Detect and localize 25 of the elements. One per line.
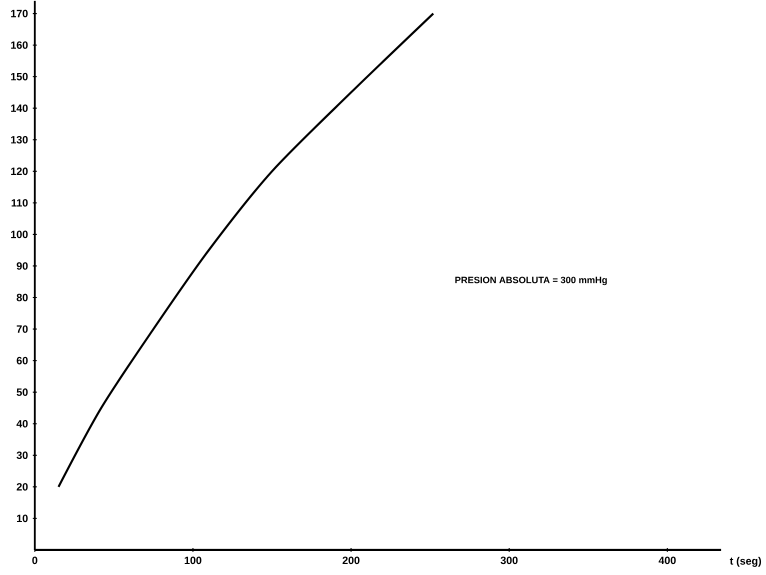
y-tick-label: 60 [16,356,28,364]
line-series [57,12,434,488]
y-tick-label: 20 [16,483,28,491]
y-tick-label: 140 [11,104,28,112]
y-tick-label: 170 [11,10,28,18]
y-tick-label: 40 [16,420,28,428]
y-tick-label: 160 [11,41,28,49]
y-tick-label: 30 [16,452,28,460]
x-tick-label: 100 [184,556,202,564]
y-tick-label: 90 [16,262,28,270]
y-tick-label: 150 [11,72,28,80]
y-tick-label: 50 [16,388,28,396]
y-tick-label: 80 [16,294,28,302]
annotation: PRESION ABSOLUTA = 300 mmHg [455,276,607,286]
x-tick-label: 300 [500,556,518,564]
x-tick-label: 200 [342,556,360,564]
x-tick-label: 0 [32,556,38,564]
x-tick-label: 400 [658,556,676,564]
y-tick-label: 70 [16,325,28,333]
y-tick-label: 110 [12,199,28,207]
y-tick-label: 10 [17,514,28,522]
y-tick-label: 100 [11,230,28,238]
x-axis-title: t (seg) [730,557,762,567]
y-tick-label: 130 [11,136,28,144]
y-tick-label: 120 [11,168,28,176]
